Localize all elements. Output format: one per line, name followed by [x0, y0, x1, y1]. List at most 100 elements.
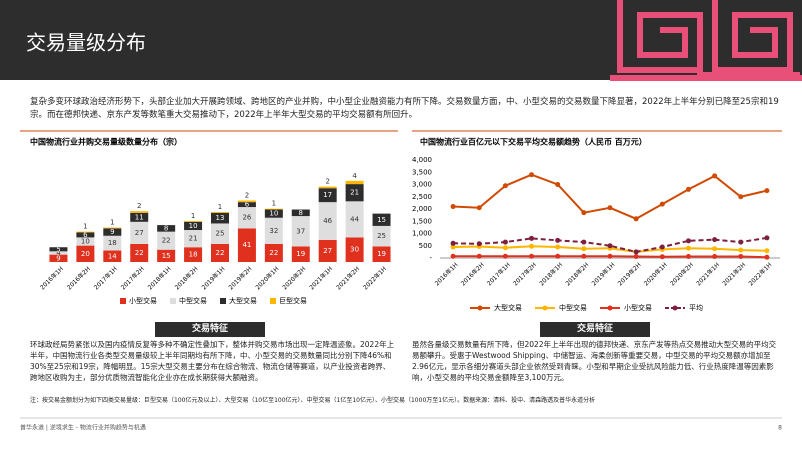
value-label: 19	[377, 250, 386, 258]
bar-segment	[372, 213, 391, 226]
point	[581, 210, 587, 216]
point	[529, 235, 535, 241]
point	[764, 188, 770, 194]
y-tick-label: 3,500	[412, 168, 432, 176]
bar-segment	[318, 188, 337, 203]
bar-segment	[130, 211, 149, 213]
point	[450, 204, 456, 210]
value-label: 19	[296, 250, 305, 258]
value-label: 1	[83, 223, 87, 231]
value-label: 2	[245, 192, 249, 200]
y-tick-label: 2,000	[412, 205, 432, 213]
bar-segment	[264, 217, 283, 244]
point	[712, 246, 718, 252]
point	[555, 237, 561, 243]
y-tick-label: 3,000	[412, 181, 432, 189]
x-tick-label: 2017年1H	[92, 265, 119, 292]
point	[659, 201, 665, 207]
legend-marker	[607, 305, 613, 311]
legend-marker	[477, 305, 483, 311]
legend-swatch	[120, 298, 126, 304]
bar-segment	[76, 245, 95, 262]
x-tick-label: 2021年2H	[334, 265, 361, 292]
point	[633, 249, 639, 255]
point	[555, 253, 561, 259]
x-tick-label: 2021年2H	[721, 261, 748, 288]
value-label: 8	[164, 224, 168, 232]
x-tick-label: 2017年2H	[119, 265, 146, 292]
value-label: 11	[135, 213, 144, 221]
point	[764, 248, 770, 254]
x-tick-label: 2018年1H	[538, 261, 565, 288]
value-label: 22	[162, 237, 171, 245]
value-label: 41	[242, 241, 251, 249]
point	[738, 254, 744, 260]
point	[764, 254, 770, 260]
point	[502, 239, 508, 245]
x-tick-label: 2019年2H	[227, 265, 254, 292]
value-label: 25	[377, 232, 386, 240]
bar-segment	[49, 251, 68, 255]
point	[581, 253, 587, 259]
point	[607, 243, 613, 249]
legend-label: 中型交易	[179, 296, 207, 305]
point	[450, 253, 456, 259]
legend-label: 大型交易	[229, 296, 257, 305]
point	[476, 253, 482, 259]
point	[476, 241, 482, 247]
bar-segment	[291, 216, 310, 247]
legend-label: 小型交易	[624, 303, 652, 312]
x-tick-label: 2016年1H	[433, 261, 460, 288]
value-label: 6	[83, 231, 88, 239]
value-label: 21	[189, 235, 198, 243]
x-tick-label: 2019年2H	[616, 261, 643, 288]
bar-segment	[184, 221, 203, 231]
x-tick-label: 2021年1H	[694, 261, 721, 288]
value-label: 2	[137, 202, 141, 210]
bar-segment	[264, 243, 283, 262]
y-tick-label: 2,500	[412, 193, 432, 201]
bar-segment	[237, 228, 256, 262]
bar-segment	[237, 200, 256, 203]
value-label: 27	[135, 229, 144, 237]
intro: 复杂多变环球政治经济形势下，头部企业加大开展跨领域、跨地区的产业并购，中小型企业…	[30, 97, 779, 120]
bar-segment	[345, 184, 364, 202]
value-label: 10	[269, 210, 278, 218]
section-heading: 交易特征	[540, 322, 650, 337]
value-label: 44	[350, 215, 359, 223]
series-line	[453, 173, 768, 220]
x-tick-label: 2021年1H	[308, 265, 335, 292]
legend-marker	[542, 305, 548, 311]
bar-segment	[264, 209, 283, 218]
legend-swatch	[270, 298, 276, 304]
bar-segment	[318, 239, 337, 262]
value-label: 4	[56, 249, 61, 257]
bar-segment	[76, 231, 95, 233]
bar-segment	[211, 243, 229, 262]
point	[685, 254, 691, 260]
bar-segment	[211, 212, 229, 224]
point	[712, 173, 718, 179]
bar-segment	[130, 212, 149, 222]
point	[659, 254, 665, 260]
point	[555, 244, 561, 250]
point	[502, 183, 508, 189]
bar-segment	[130, 221, 149, 244]
footnote: 注：按交易金额划分为如下四类交易量级：巨型交易（100亿元及以上）、大型交易（1…	[30, 397, 596, 404]
value-label: 22	[269, 249, 278, 257]
legend-label: 中型交易	[559, 303, 587, 312]
section-text: 虽然各量级交易数量有所下降，但2022年上半年出现的德邦快递、京东产发等热点交易…	[412, 340, 777, 382]
bar-segment	[318, 202, 337, 240]
legend-label: 小型交易	[129, 296, 157, 305]
bar-segment	[345, 180, 364, 185]
value-label: 2	[325, 178, 329, 186]
bar-segment	[49, 254, 68, 262]
bar-segment	[291, 246, 310, 262]
legend-marker	[672, 305, 678, 311]
x-tick-label: 2020年1H	[642, 261, 669, 288]
bar-segment	[49, 247, 68, 252]
value-label: 20	[81, 250, 90, 258]
bar-segment	[103, 235, 122, 251]
value-label: 18	[108, 239, 117, 247]
